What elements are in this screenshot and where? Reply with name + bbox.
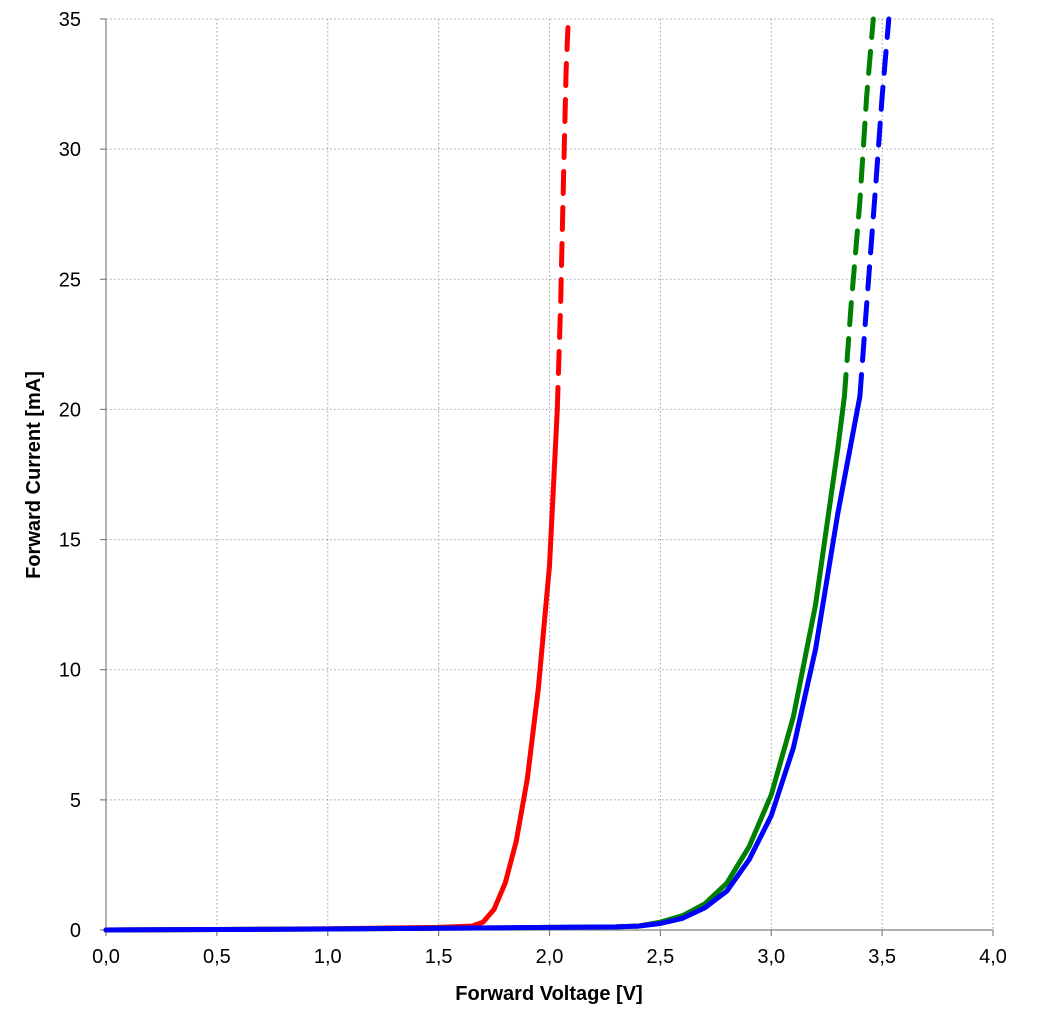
- x-tick-label: 4,0: [979, 946, 1007, 968]
- x-tick-label: 2,0: [536, 946, 564, 968]
- x-tick-label: 1,0: [314, 946, 342, 968]
- x-tick-label: 3,0: [757, 946, 785, 968]
- x-tick-label: 2,5: [646, 946, 674, 968]
- series-2-dashed-line: [841, 16, 876, 399]
- x-tick-label: 3,5: [868, 946, 896, 968]
- x-tick-label: 0,5: [203, 946, 231, 968]
- y-tick-label: 35: [59, 9, 81, 31]
- y-tick-label: 30: [59, 139, 81, 161]
- tick-labels: 0,0 0,5 1,0 1,5 2,0 2,5 3,0 3,5 4,0 0 5 10 15 20 25 30 3…: [59, 9, 1007, 968]
- series-3-dashed-line: [857, 16, 892, 399]
- grid-lines: [106, 18, 994, 930]
- y-tick-label: 0: [70, 920, 81, 942]
- y-tick-label: 25: [59, 269, 81, 291]
- y-tick-label: 15: [59, 530, 81, 552]
- series-1-solid-line: [103, 406, 560, 933]
- y-axis-title: Forward Current [mA]: [23, 371, 45, 579]
- x-tick-label: 1,5: [425, 946, 453, 968]
- x-tick-label: 0,0: [92, 946, 120, 968]
- plot-axes: [100, 18, 994, 936]
- y-tick-label: 20: [59, 399, 81, 421]
- series-1-dashed-line: [554, 16, 571, 412]
- series-3-solid-line: [103, 393, 863, 933]
- y-tick-label: 10: [59, 660, 81, 682]
- y-tick-label: 5: [70, 790, 81, 812]
- x-axis-title: Forward Voltage [V]: [455, 983, 642, 1005]
- series-lines: [103, 16, 892, 933]
